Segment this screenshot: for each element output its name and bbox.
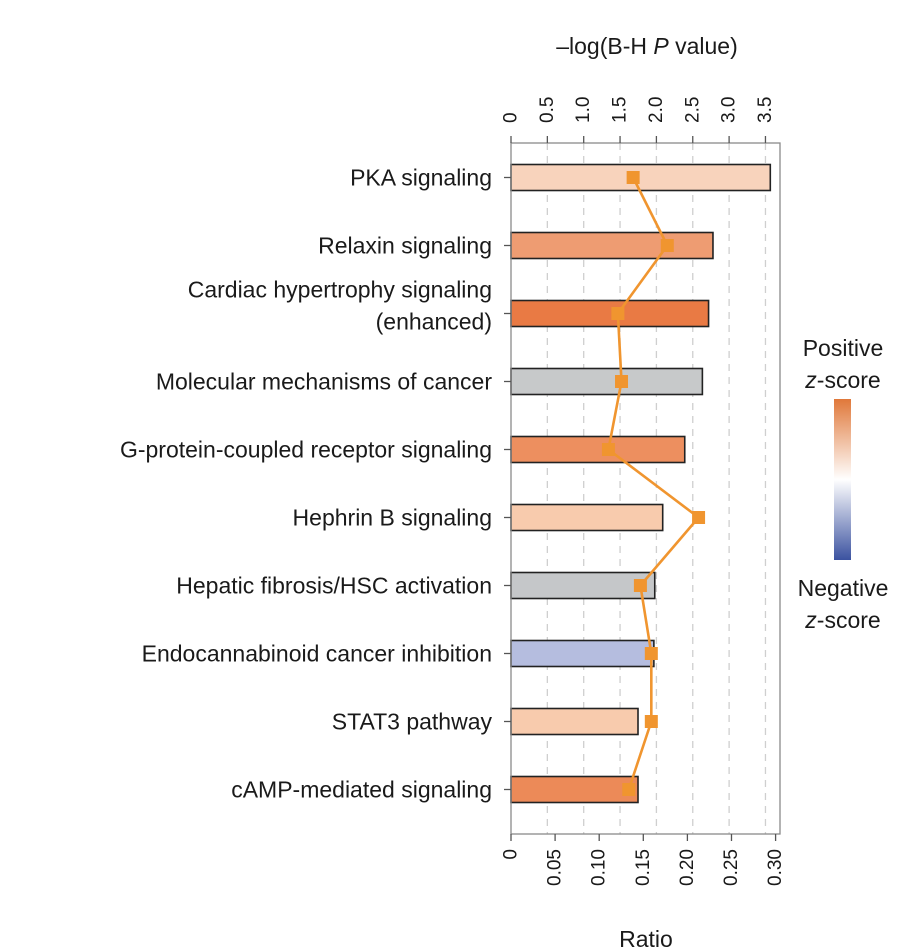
pvalue-point bbox=[611, 307, 625, 320]
bottom-tick-label: 0.20 bbox=[677, 849, 698, 886]
bottom-tick-label: 0.05 bbox=[545, 849, 566, 886]
ratio-bar bbox=[510, 299, 710, 328]
pvalue-line bbox=[607, 176, 700, 790]
ratio-bar bbox=[510, 435, 686, 464]
ratio-bar bbox=[510, 639, 655, 668]
legend-positive-score: z-score bbox=[804, 367, 880, 393]
category-labels: PKA signaling Relaxin signaling Cardiac hy… bbox=[120, 165, 511, 803]
category-label: STAT3 pathway bbox=[332, 709, 493, 735]
bottom-axis-title: Ratio bbox=[619, 926, 673, 951]
category-label: Cardiac hypertrophy signaling (enhanced) bbox=[188, 277, 492, 335]
top-axis-title: –log(B-H P value) bbox=[556, 33, 738, 59]
ratio-bar bbox=[510, 367, 704, 396]
pvalue-point bbox=[644, 647, 658, 660]
top-tick-label: 3.5 bbox=[755, 97, 776, 123]
top-tick-label: 1.5 bbox=[610, 97, 631, 123]
legend-gradient-bar bbox=[834, 399, 851, 560]
legend-positive-label: Positive bbox=[803, 335, 884, 361]
legend-negative-score: z-score bbox=[804, 607, 880, 633]
top-tick-label: 2.5 bbox=[682, 97, 703, 123]
legend-negative-label: Negative bbox=[798, 575, 889, 601]
zscore-legend: Positive z-score Negative z-score bbox=[798, 335, 889, 633]
bottom-axis: 0 0.05 0.10 0.15 0.20 0.25 0.30 bbox=[501, 834, 786, 886]
bottom-tick-label: 0.10 bbox=[589, 849, 610, 886]
pvalue-point bbox=[626, 171, 640, 184]
top-tick-label: 1.0 bbox=[573, 97, 594, 123]
ratio-bar bbox=[510, 707, 639, 736]
top-tick-label: 0.5 bbox=[537, 97, 558, 123]
top-tick-label: 2.0 bbox=[646, 97, 667, 123]
bottom-tick-label: 0 bbox=[501, 849, 522, 860]
category-label: G-protein-coupled receptor signaling bbox=[120, 437, 492, 463]
bottom-tick-label: 0.30 bbox=[765, 849, 786, 886]
category-label: Hepatic fibrosis/HSC activation bbox=[176, 573, 492, 599]
top-tick-label: 0 bbox=[501, 112, 522, 123]
category-label: Hephrin B signaling bbox=[293, 505, 492, 531]
pvalue-series bbox=[601, 171, 706, 796]
top-tick-label: 3.0 bbox=[719, 97, 740, 123]
category-label: Molecular mechanisms of cancer bbox=[156, 369, 493, 395]
category-label: PKA signaling bbox=[350, 165, 492, 191]
pvalue-point bbox=[644, 715, 658, 728]
plot-frame bbox=[510, 142, 781, 835]
pvalue-point bbox=[615, 375, 629, 388]
ratio-bar bbox=[510, 163, 772, 192]
ratio-bar bbox=[510, 775, 639, 804]
category-label: Relaxin signaling bbox=[318, 233, 492, 259]
ratio-bar bbox=[510, 503, 664, 532]
pvalue-point bbox=[660, 239, 674, 252]
bars bbox=[510, 163, 772, 804]
pvalue-point bbox=[601, 443, 615, 456]
ratio-bar bbox=[510, 571, 656, 600]
plot-border bbox=[510, 142, 781, 835]
bottom-tick-label: 0.15 bbox=[633, 849, 654, 886]
pvalue-point bbox=[633, 579, 647, 592]
top-axis: 0 0.5 1.0 1.5 2.0 2.5 3.0 3.5 bbox=[501, 97, 776, 143]
pvalue-point bbox=[622, 783, 636, 796]
ratio-bar bbox=[510, 231, 714, 260]
category-label: Endocannabinoid cancer inhibition bbox=[142, 641, 492, 667]
category-label: cAMP-mediated signaling bbox=[231, 777, 492, 803]
bottom-tick-label: 0.25 bbox=[721, 849, 742, 886]
pvalue-point bbox=[692, 511, 706, 524]
